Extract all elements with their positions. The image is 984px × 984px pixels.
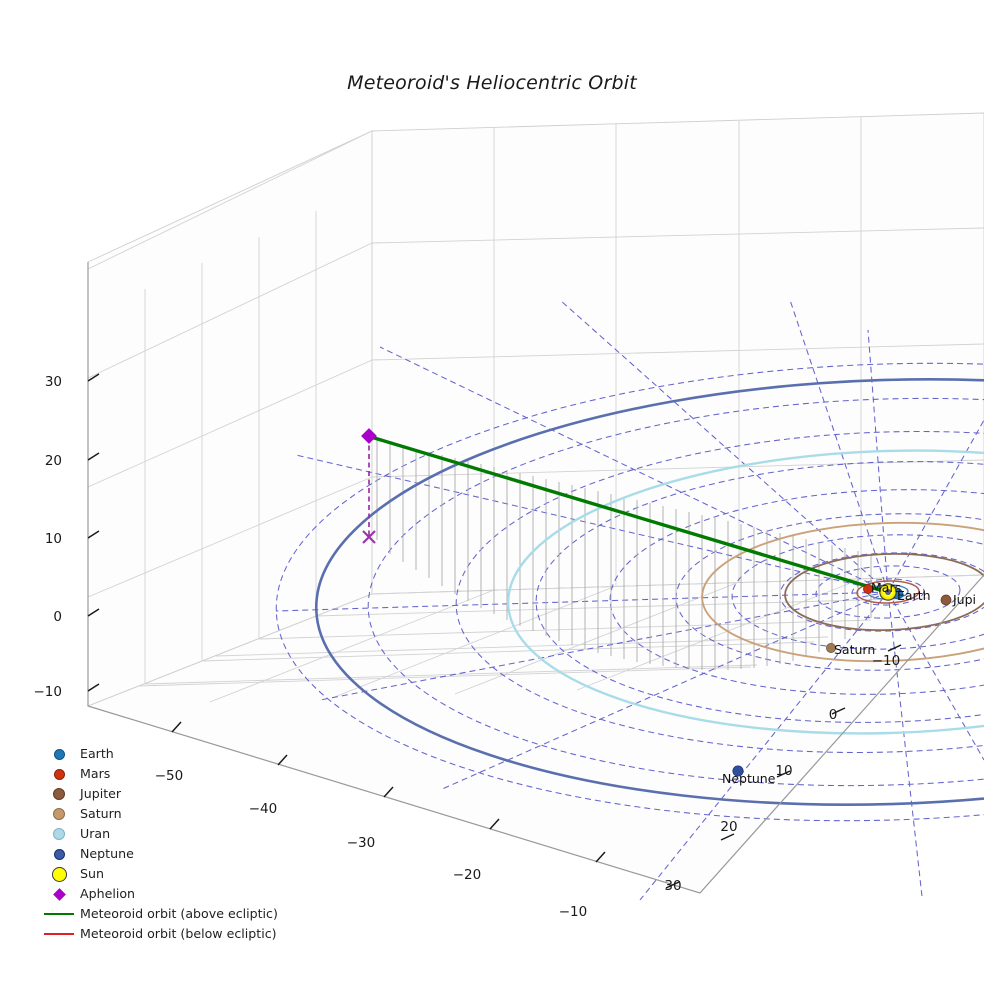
page-title: Meteoroid's Heliocentric Orbit (347, 72, 637, 94)
legend-marker-sun-icon (38, 864, 80, 884)
planet-markers (732, 583, 952, 777)
marker-mars (863, 584, 873, 594)
y-axis-line (699, 574, 984, 894)
legend-label: Uran (80, 826, 111, 841)
planet-orbits (314, 378, 984, 806)
x-tick-label: −40 (249, 801, 278, 817)
y-tick-labels: −10 0 10 20 30 (664, 653, 900, 894)
legend-marker-uran-icon (38, 824, 80, 844)
legend-label: Aphelion (80, 886, 136, 901)
legend-item-orbit-above[interactable]: Meteoroid orbit (above ecliptic) (38, 904, 338, 924)
y-tick-label: −10 (872, 653, 901, 669)
z-tick-label: 20 (45, 453, 62, 469)
legend-item-neptune[interactable]: Neptune (38, 844, 338, 864)
legend-label: Neptune (80, 846, 134, 861)
y-tick-label: 30 (664, 878, 681, 894)
legend-item-jupiter[interactable]: Jupiter (38, 784, 338, 804)
annotation-neptune: Neptune (722, 771, 776, 786)
planet-annotations: Mars Earth Jupi Saturn Neptune (722, 580, 976, 786)
axis-ticks (87, 373, 902, 889)
aphelion-projection-x-icon (362, 530, 376, 544)
annotation-earth: Earth (897, 588, 931, 603)
x-tick-label: −30 (347, 835, 376, 851)
legend-marker-mars-icon (38, 764, 80, 784)
legend-line-below-ecliptic-icon (38, 924, 80, 944)
annotation-mars: Mars (871, 580, 901, 595)
z-tick-label: −10 (34, 684, 63, 700)
pane-right (371, 112, 984, 595)
x-tick-labels: −50 −40 −30 −20 −10 (155, 768, 588, 920)
legend-marker-saturn-icon (38, 804, 80, 824)
orbit-mars (856, 580, 920, 604)
legend-line-above-ecliptic-icon (38, 904, 80, 924)
y-tick-label: 0 (829, 707, 838, 723)
legend: Earth Mars Jupiter Saturn Uran (38, 744, 338, 944)
legend-item-aphelion[interactable]: Aphelion (38, 884, 338, 904)
x-axis-line (87, 705, 701, 894)
y-tick-label: 20 (720, 819, 737, 835)
meteoroid-stems (376, 440, 872, 670)
y-tick-label: 10 (775, 763, 792, 779)
polar-grid (275, 299, 984, 900)
pane-grid (87, 117, 984, 707)
legend-label: Earth (80, 746, 114, 761)
annotation-saturn: Saturn (834, 642, 875, 657)
legend-marker-earth-icon (38, 744, 80, 764)
legend-label: Mars (80, 766, 111, 781)
legend-marker-aphelion-icon (38, 884, 80, 904)
z-tick-label: 30 (45, 374, 62, 390)
sun-core (885, 589, 891, 595)
legend-label: Meteoroid orbit (above ecliptic) (80, 906, 278, 921)
z-tick-labels: 30 20 10 0 −10 (34, 374, 63, 700)
orbit-neptune (314, 378, 984, 806)
legend-label: Jupiter (80, 786, 122, 801)
legend-marker-neptune-icon (38, 844, 80, 864)
legend-label: Sun (80, 866, 104, 881)
x-tick-label: −50 (155, 768, 184, 784)
marker-neptune (732, 765, 744, 777)
legend-label: Meteoroid orbit (below ecliptic) (80, 926, 277, 941)
x-tick-label: −10 (559, 904, 588, 920)
orbit-jupiter (784, 552, 984, 632)
x-tick-label: −20 (453, 867, 482, 883)
meteoroid-orbit-above (369, 435, 882, 592)
legend-item-orbit-below[interactable]: Meteoroid orbit (below ecliptic) (38, 924, 338, 944)
axis-lines (87, 262, 984, 894)
legend-item-uran[interactable]: Uran (38, 824, 338, 844)
annotation-jupiter: Jupi (952, 592, 976, 607)
orbit-uran (506, 449, 984, 735)
marker-saturn (826, 643, 836, 653)
z-tick-label: 10 (45, 531, 62, 547)
marker-jupiter (940, 594, 952, 606)
legend-item-saturn[interactable]: Saturn (38, 804, 338, 824)
legend-item-mars[interactable]: Mars (38, 764, 338, 784)
legend-label: Saturn (80, 806, 122, 821)
legend-marker-jupiter-icon (38, 784, 80, 804)
z-tick-label: 0 (53, 609, 62, 625)
axes-panes (86, 112, 984, 894)
legend-item-earth[interactable]: Earth (38, 744, 338, 764)
orbit-saturn (701, 521, 984, 663)
legend-item-sun[interactable]: Sun (38, 864, 338, 884)
